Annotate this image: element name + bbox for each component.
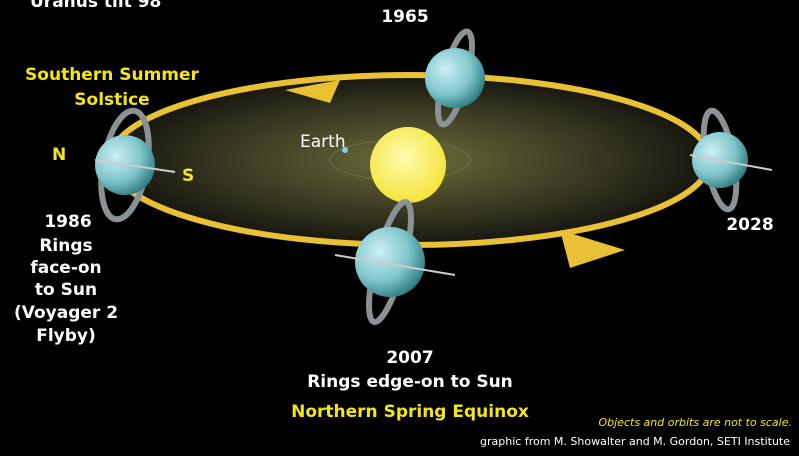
title: Uranus tilt 98 <box>30 0 161 12</box>
diagram: Uranus tilt 98 Earth 1965 Southern Summe… <box>0 0 799 456</box>
pole-label: N <box>52 145 66 165</box>
season-label: Southern Summer <box>25 65 199 85</box>
year-label: 1965 <box>381 7 428 27</box>
credit: graphic from M. Showalter and M. Gordon,… <box>480 435 790 448</box>
note-line: Rings <box>39 236 92 256</box>
season-label: Northern Spring Equinox <box>291 402 529 422</box>
season-label: Solstice <box>74 90 149 110</box>
note-line: (Voyager 2 <box>14 303 118 323</box>
year-label: 2028 <box>726 215 773 235</box>
note-line: to Sun <box>35 280 97 300</box>
earth-label: Earth <box>300 132 346 152</box>
note-line: Rings edge-on to Sun <box>307 372 513 392</box>
disclaimer: Objects and orbits are not to scale. <box>599 416 793 429</box>
year-label: 1986 <box>44 212 91 232</box>
pole-label: S <box>182 166 194 186</box>
year-label: 2007 <box>386 348 433 368</box>
note-line: Flyby) <box>36 326 96 346</box>
sun <box>370 127 446 203</box>
note-line: face-on <box>30 258 101 278</box>
